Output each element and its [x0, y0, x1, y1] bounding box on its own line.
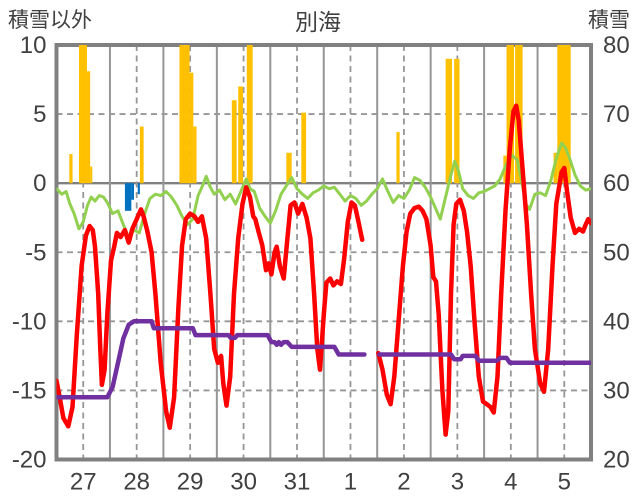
x-axis-tick: 5: [558, 469, 571, 496]
orange-bars-bar: [557, 45, 571, 184]
blue-bars-series: [124, 183, 140, 211]
left-axis-tick: -10: [12, 308, 47, 335]
red-line-series: [56, 103, 591, 437]
right-axis-title: 積雪: [588, 9, 630, 32]
green-line-path: [56, 141, 591, 239]
series-layer: [56, 45, 591, 437]
x-axis-tick: 2: [397, 469, 410, 496]
blue-bars-bar: [131, 183, 135, 200]
orange-bars-bar: [238, 86, 244, 184]
left-axis-title: 積雪以外: [8, 9, 92, 32]
chart-title: 別海: [295, 9, 341, 35]
orange-bars-bar: [179, 45, 190, 184]
left-axis-tick: 10: [20, 32, 47, 59]
left-axis-tick: 0: [33, 170, 46, 197]
orange-bars-bar: [231, 100, 237, 184]
orange-bars-bar: [246, 45, 253, 184]
right-axis-tick: 20: [603, 447, 630, 474]
purple-line-series: [56, 319, 591, 400]
blue-bars-bar: [137, 183, 140, 195]
orange-bars-bar: [286, 152, 292, 184]
left-axis-tick: -20: [12, 447, 47, 474]
green-line-series: [56, 141, 591, 239]
blue-bars-bar: [124, 183, 132, 211]
x-axis-tick: 28: [123, 469, 150, 496]
x-axis-tick: 1: [344, 469, 357, 496]
x-axis-tick: 30: [230, 469, 257, 496]
x-axis-tick: 29: [177, 469, 204, 496]
orange-bars-bar: [301, 112, 307, 184]
orange-bars-bar: [86, 71, 91, 184]
right-axis-tick: 40: [603, 308, 630, 335]
orange-bars-bar: [139, 126, 144, 184]
left-axis-tick: -5: [25, 239, 46, 266]
right-axis-tick: 70: [603, 101, 630, 128]
x-axis-tick: 4: [504, 469, 517, 496]
red-line-path: [376, 103, 591, 437]
orange-bars-bar: [445, 58, 453, 184]
orange-bars-bar: [454, 58, 460, 184]
right-axis-tick: 80: [603, 32, 630, 59]
plot-border: [54, 43, 593, 462]
orange-bars-bar: [396, 132, 400, 184]
purple-line-path: [56, 319, 367, 400]
x-axis-tick: 3: [451, 469, 464, 496]
orange-bars-bar: [506, 45, 515, 184]
x-axis-tick: 27: [70, 469, 97, 496]
purple-line-path: [377, 352, 591, 366]
orange-bars-bar: [189, 72, 194, 184]
x-axis-tick: 31: [284, 469, 311, 496]
left-axis-tick: -15: [12, 377, 47, 404]
orange-bars-bar: [69, 154, 73, 184]
orange-bars-bar: [193, 126, 197, 184]
right-axis-tick: 50: [603, 239, 630, 266]
red-line-path: [56, 185, 365, 430]
right-axis-tick: 30: [603, 377, 630, 404]
orange-bars-bar: [90, 166, 93, 184]
orange-bars-bar: [78, 45, 87, 184]
left-axis-tick: 5: [33, 101, 46, 128]
right-axis-tick: 60: [603, 170, 630, 197]
